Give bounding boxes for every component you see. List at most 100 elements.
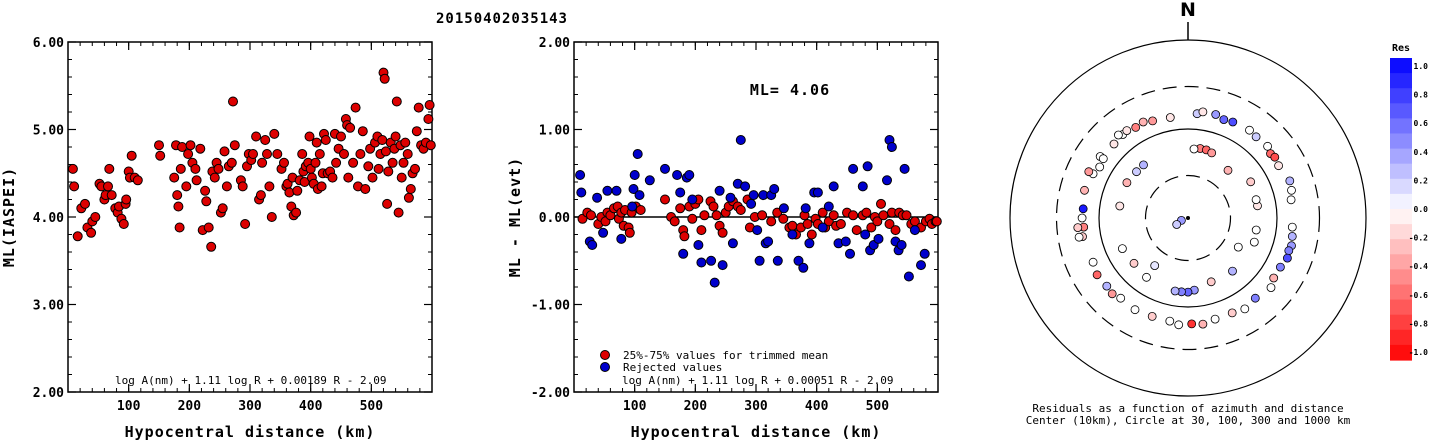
colorbar-tick-label: -0.4 bbox=[1409, 262, 1428, 271]
station-marker bbox=[1142, 272, 1151, 282]
data-point bbox=[291, 207, 302, 218]
data-point bbox=[103, 181, 113, 192]
station-marker bbox=[1187, 319, 1197, 329]
data-point bbox=[240, 219, 251, 229]
data-point bbox=[363, 161, 374, 172]
station-marker bbox=[1074, 232, 1084, 242]
data-point bbox=[424, 100, 435, 110]
colorbar-step bbox=[1390, 178, 1412, 195]
data-point bbox=[316, 181, 327, 192]
station-marker bbox=[1251, 225, 1261, 235]
colorbar-step bbox=[1390, 58, 1412, 74]
data-point bbox=[209, 172, 220, 183]
y-tick-label: 0.00 bbox=[539, 211, 570, 226]
rejected-point bbox=[748, 190, 759, 201]
ylabel-2: ML - ML(evt) bbox=[506, 157, 524, 277]
data-point bbox=[226, 157, 237, 168]
panel-magnitude-vs-distance: 100 200 300 400 500 2.00 3.00 4.00 5.00 6.00 ML(I… bbox=[0, 36, 436, 441]
accepted-point bbox=[876, 198, 886, 209]
y-tick-label: 5.00 bbox=[33, 124, 64, 139]
rejected-point bbox=[628, 184, 639, 194]
rejected-point bbox=[629, 170, 640, 180]
accepted-point bbox=[890, 225, 901, 236]
station-marker bbox=[1249, 237, 1259, 247]
station-marker bbox=[1251, 195, 1261, 205]
data-point bbox=[266, 212, 277, 222]
accepted-point bbox=[660, 194, 670, 205]
legend-label-accepted: 25%-75% values for trimmed mean bbox=[623, 349, 828, 362]
x-tick-label: 500 bbox=[360, 399, 384, 414]
ring-100km bbox=[1098, 128, 1278, 308]
data-point bbox=[201, 196, 212, 207]
xlabel-2: Hypocentral distance (km) bbox=[631, 423, 882, 441]
accepted-point bbox=[635, 205, 646, 215]
accepted-point bbox=[901, 210, 912, 221]
data-point bbox=[185, 140, 196, 151]
data-point bbox=[264, 181, 275, 192]
rejected-point bbox=[575, 170, 586, 180]
station-marker bbox=[1092, 270, 1102, 280]
rejected-point bbox=[840, 236, 851, 247]
colorbar-step bbox=[1390, 73, 1412, 89]
colorbar-step bbox=[1390, 269, 1412, 286]
rejected-point bbox=[714, 185, 725, 196]
data-point bbox=[348, 157, 359, 168]
markers-2 bbox=[575, 135, 942, 288]
station-marker bbox=[1130, 305, 1140, 315]
data-point bbox=[203, 222, 214, 233]
axes-2: 100 200 300 400 500 -2.00 -1.00 0.00 1.00 2.00 bbox=[531, 36, 939, 414]
accepted-point bbox=[931, 216, 942, 227]
station-marker bbox=[1210, 314, 1220, 324]
station-marker bbox=[1263, 141, 1272, 151]
accepted-point bbox=[866, 222, 877, 233]
colorbar-step bbox=[1390, 329, 1412, 346]
rejected-point bbox=[787, 229, 798, 240]
data-point bbox=[155, 150, 166, 161]
colorbar-tick-label: 0.2 bbox=[1414, 176, 1429, 185]
legend-marker-rejected bbox=[600, 362, 610, 372]
data-point bbox=[379, 73, 390, 84]
data-point bbox=[126, 150, 137, 161]
station-marker bbox=[1107, 289, 1117, 299]
station-marker bbox=[1228, 117, 1238, 127]
data-point bbox=[251, 131, 262, 142]
data-point bbox=[174, 222, 185, 233]
data-point bbox=[279, 157, 289, 168]
ylabel-1: ML(IASPEI) bbox=[0, 167, 18, 267]
accepted-point bbox=[878, 210, 889, 221]
data-point bbox=[132, 175, 143, 186]
station-marker bbox=[1283, 253, 1292, 263]
data-point bbox=[200, 185, 211, 196]
rejected-point bbox=[769, 184, 780, 194]
station-marker bbox=[1285, 176, 1295, 186]
xlabel-1: Hypocentral distance (km) bbox=[125, 423, 376, 441]
station-marker bbox=[1189, 144, 1199, 154]
data-point bbox=[400, 137, 411, 148]
colorbar-tick-label: 0.0 bbox=[1414, 205, 1429, 214]
data-point bbox=[383, 166, 394, 177]
rejected-point bbox=[772, 255, 783, 266]
station-marker bbox=[1114, 130, 1123, 140]
station-marker bbox=[1270, 152, 1280, 162]
rejected-point bbox=[896, 240, 907, 250]
rejected-point bbox=[778, 203, 789, 214]
data-point bbox=[255, 190, 266, 201]
station-marker bbox=[1227, 308, 1237, 318]
data-point bbox=[380, 146, 391, 157]
rejected-point bbox=[916, 260, 926, 271]
colorbar-tick-label: -0.6 bbox=[1409, 291, 1428, 300]
data-point bbox=[396, 172, 407, 183]
x-tick-label: 200 bbox=[178, 399, 202, 414]
colorbar-step bbox=[1390, 254, 1412, 270]
rejected-point bbox=[899, 163, 910, 174]
station-marker bbox=[1084, 167, 1094, 177]
station-marker bbox=[1115, 201, 1125, 211]
data-point bbox=[181, 181, 192, 192]
accepted-point bbox=[787, 220, 798, 231]
data-point bbox=[311, 137, 322, 148]
data-point bbox=[387, 157, 398, 168]
accepted-point bbox=[766, 216, 777, 227]
data-point bbox=[104, 163, 115, 174]
colorbar-tick-label: 0.6 bbox=[1414, 119, 1429, 128]
station-marker bbox=[1287, 185, 1296, 195]
